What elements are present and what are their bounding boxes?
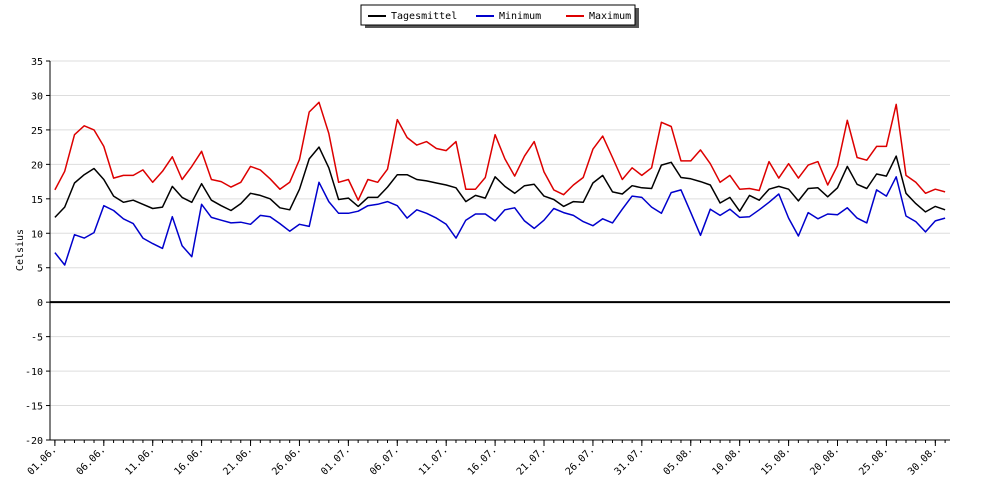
x-tick-label: 06.07.: [368, 444, 401, 477]
x-tick-label: 05.08.: [662, 444, 695, 477]
x-tick-label: 25.08.: [857, 444, 890, 477]
x-tick-label: 01.07.: [319, 444, 352, 477]
x-tick-label: 16.07.: [466, 444, 499, 477]
y-tick-label: 30: [31, 91, 43, 102]
legend-label-maximum: Maximum: [589, 11, 631, 22]
x-tick-label: 21.06.: [221, 444, 254, 477]
y-axis-title: Celsius: [15, 229, 26, 271]
x-axis-ticks: 01.06. 06.06. 11.06. 16.06. 21.06. 26.06. 01.0…: [26, 440, 946, 478]
x-tick-label: 15.08.: [759, 444, 792, 477]
y-tick-label: 10: [31, 229, 43, 240]
x-tick-label: 26.07.: [564, 444, 597, 477]
y-tick-label: 0: [37, 298, 43, 309]
legend: Tagesmittel Minimum Maximum: [360, 4, 639, 28]
y-tick-label: 35: [31, 57, 43, 68]
y-tick-label: 15: [31, 195, 43, 206]
x-tick-label: 26.06.: [270, 444, 303, 477]
y-axis-ticks: -20 -15 -10 -5 0 5 10 15 20 25 30 35: [25, 57, 50, 447]
y-tick-label: 5: [37, 264, 43, 275]
x-tick-label: 01.06.: [26, 444, 59, 477]
grid: [50, 60, 950, 407]
axes: [49, 61, 950, 441]
x-tick-label: 11.07.: [417, 444, 450, 477]
legend-label-minimum: Minimum: [499, 11, 541, 22]
x-tick-label: 10.08.: [710, 444, 743, 477]
x-tick-label: 20.08.: [808, 444, 841, 477]
y-tick-label: 25: [31, 126, 43, 137]
y-tick-label: -10: [25, 367, 43, 378]
x-tick-label: 31.07.: [613, 444, 646, 477]
series-lines: [54, 101, 946, 266]
y-tick-label: 20: [31, 160, 43, 171]
series-line-minimum: [54, 176, 946, 266]
series-line-maximum: [54, 101, 946, 201]
series-line-tagesmittel: [54, 146, 946, 218]
y-tick-label: -15: [25, 402, 43, 413]
x-tick-label: 30.08.: [906, 444, 939, 477]
x-tick-label: 06.06.: [75, 444, 108, 477]
x-tick-label: 11.06.: [124, 444, 157, 477]
x-tick-label: 21.07.: [515, 444, 548, 477]
legend-label-tagesmittel: Tagesmittel: [391, 11, 457, 22]
y-tick-label: -5: [31, 333, 43, 344]
y-tick-label: -20: [25, 436, 43, 447]
legend-box: [360, 4, 636, 26]
x-tick-label: 16.06.: [172, 444, 205, 477]
